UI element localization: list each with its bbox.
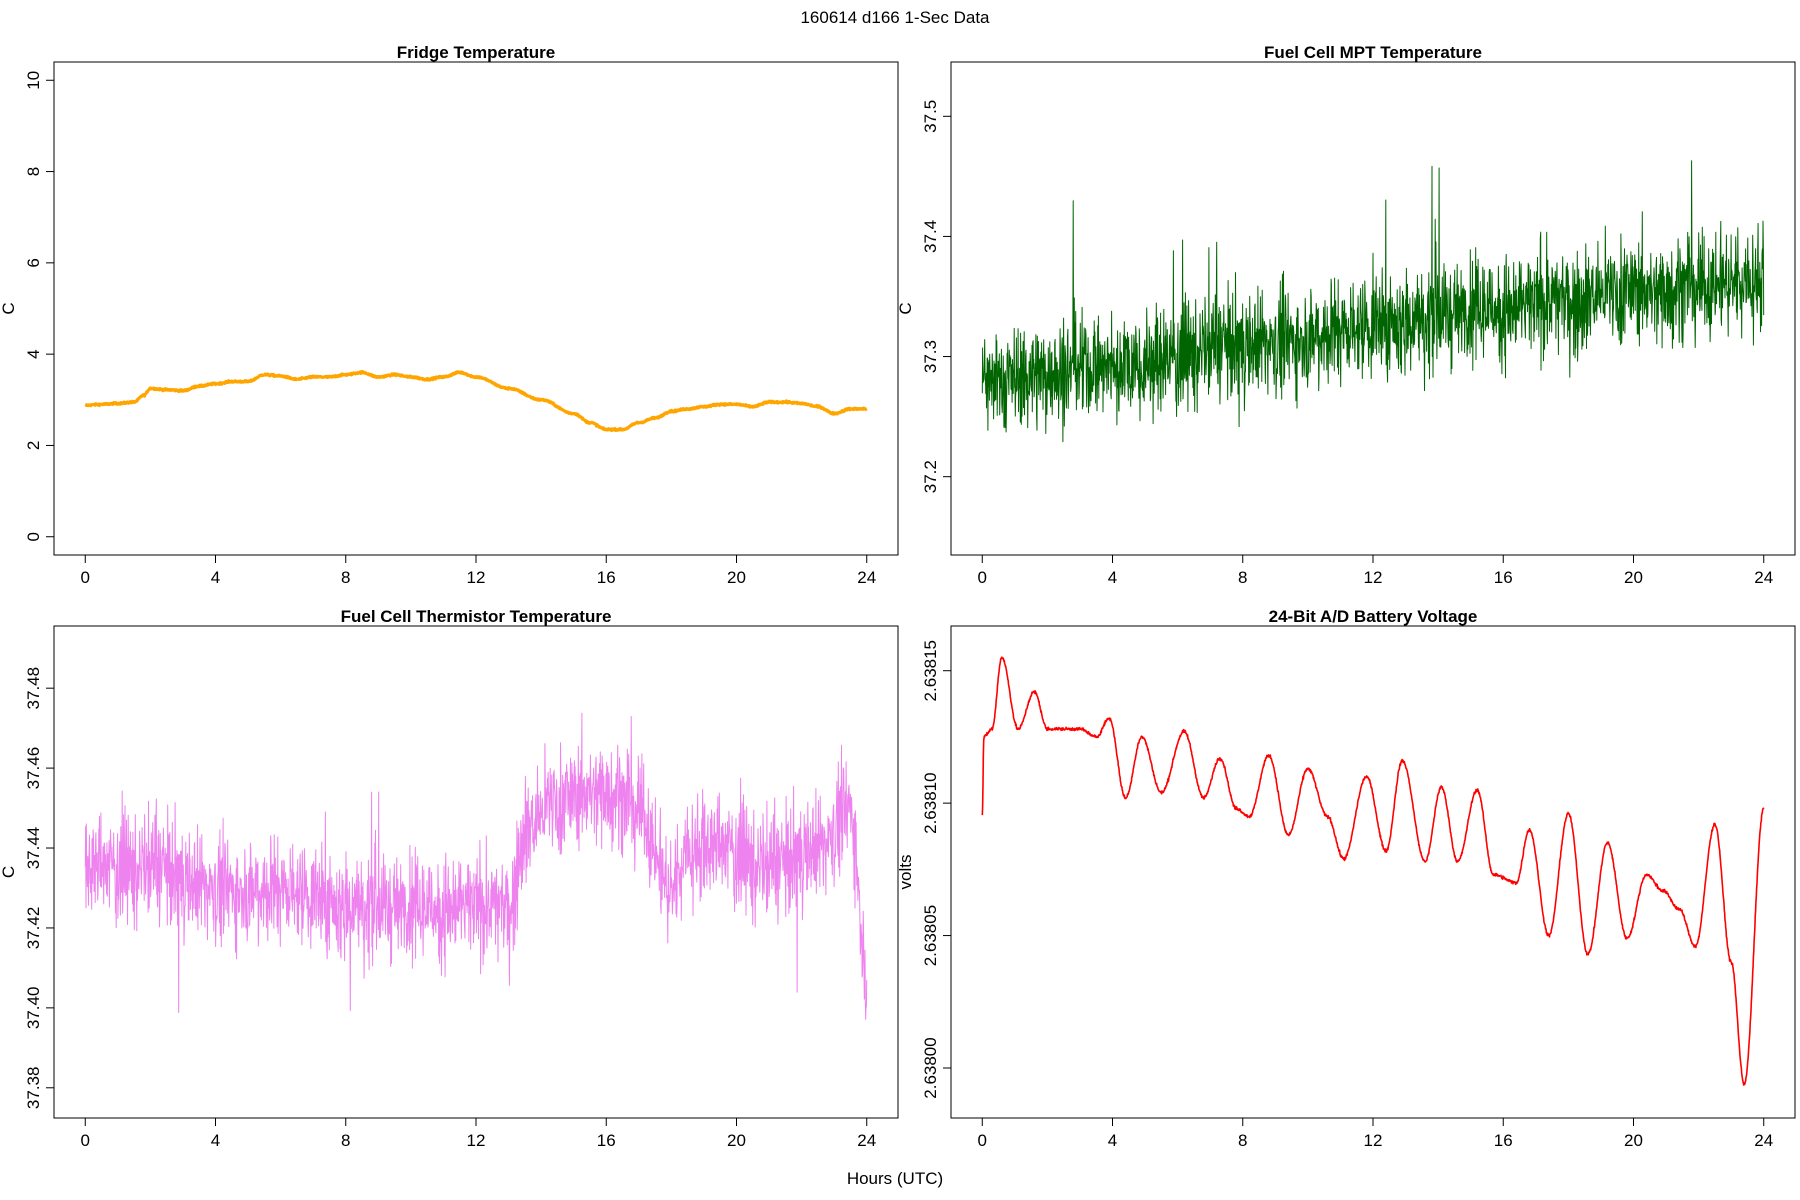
x-tick-label: 16 [1494,1131,1513,1150]
y-tick-label: 2 [24,441,43,450]
y-tick-label: 2.63800 [921,1037,940,1098]
x-tick-label: 20 [727,1131,746,1150]
x-tick-label: 0 [978,1131,987,1150]
y-tick-label: 2.63805 [921,905,940,966]
series-line [981,160,1765,443]
y-axis-label: C [0,302,18,314]
y-axis-label: C [0,866,18,878]
y-tick-label: 37.38 [24,1067,43,1110]
x-tick-label: 4 [211,1131,220,1150]
panel-title: Fridge Temperature [397,43,555,62]
y-tick-label: 37.46 [24,747,43,790]
series-line [84,712,868,1020]
y-tick-label: 6 [24,258,43,267]
x-tick-label: 0 [81,568,90,587]
plot-frame [53,61,899,556]
series-line [981,656,1765,1086]
figure-xlabel: Hours (UTC) [847,1169,943,1188]
x-tick-label: 24 [857,1131,876,1150]
y-tick-label: 37.5 [921,100,940,133]
panel-title: 24-Bit A/D Battery Voltage [1269,607,1478,626]
x-tick-label: 0 [81,1131,90,1150]
x-tick-label: 20 [1624,568,1643,587]
y-tick-label: 10 [24,71,43,90]
panel-title: Fuel Cell MPT Temperature [1264,43,1482,62]
y-tick-label: 37.3 [921,340,940,373]
x-tick-label: 0 [978,568,987,587]
x-tick-label: 12 [467,568,486,587]
x-tick-label: 12 [1364,1131,1383,1150]
x-tick-label: 8 [341,1131,350,1150]
figure-suptitle: 160614 d166 1-Sec Data [800,8,990,27]
plot-frame [950,625,1796,1119]
x-tick-label: 8 [1238,568,1247,587]
x-tick-label: 24 [857,568,876,587]
x-tick-label: 12 [1364,568,1383,587]
x-tick-label: 4 [1108,568,1117,587]
x-tick-label: 12 [467,1131,486,1150]
y-tick-label: 37.42 [24,907,43,950]
y-tick-label: 8 [24,167,43,176]
y-tick-label: 37.40 [24,987,43,1030]
x-tick-label: 16 [1494,568,1513,587]
x-tick-label: 20 [727,568,746,587]
x-tick-label: 4 [211,568,220,587]
y-tick-label: 37.4 [921,220,940,253]
x-tick-label: 8 [341,568,350,587]
x-tick-label: 16 [597,1131,616,1150]
x-tick-label: 8 [1238,1131,1247,1150]
panel-2: Fuel Cell MPT Temperature 0 4 8 12 16 20 24 37.2… [896,43,1796,587]
panel-4: 24-Bit A/D Battery Voltage 0 4 8 12 16 20 24 2.6… [896,607,1796,1150]
y-tick-label: 0 [24,532,43,541]
y-tick-label: 37.44 [24,827,43,870]
panel-3: Fuel Cell Thermistor Temperature 0 4 8 12 16 2… [0,607,899,1150]
x-tick-label: 24 [1754,1131,1773,1150]
y-tick-label: 4 [24,349,43,358]
x-tick-label: 20 [1624,1131,1643,1150]
series-line [84,370,868,433]
y-axis-label: C [896,302,915,314]
x-tick-label: 16 [597,568,616,587]
y-tick-label: 2.63810 [921,772,940,833]
x-tick-label: 24 [1754,568,1773,587]
panel-title: Fuel Cell Thermistor Temperature [341,607,612,626]
y-tick-label: 37.48 [24,667,43,710]
x-tick-label: 4 [1108,1131,1117,1150]
y-tick-label: 37.2 [921,460,940,493]
y-tick-label: 2.63815 [921,640,940,701]
y-axis-label: volts [896,855,915,890]
